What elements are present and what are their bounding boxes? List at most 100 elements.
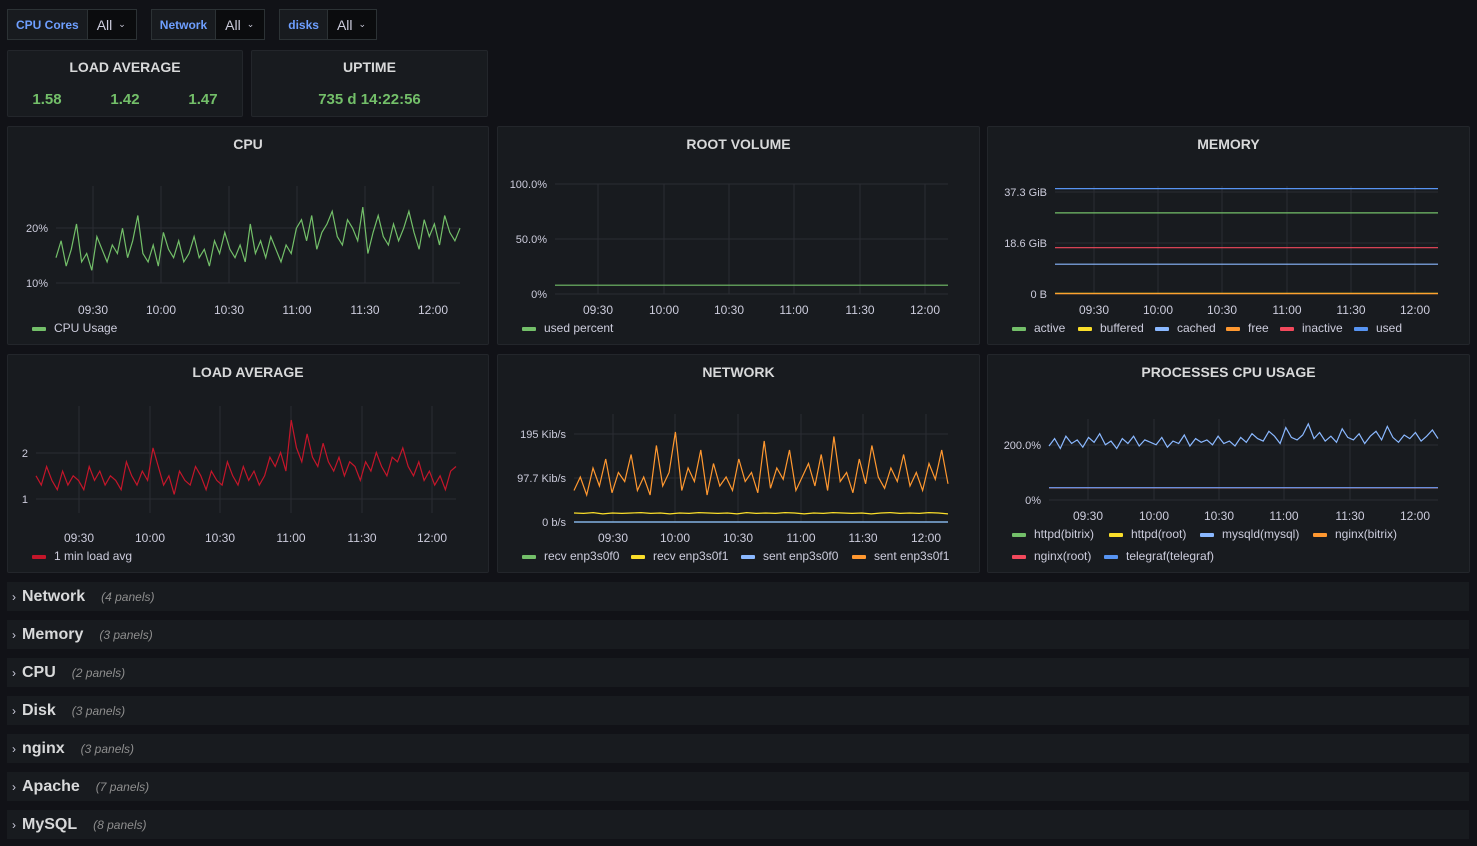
legend-item[interactable]: free — [1226, 321, 1269, 335]
row-disk[interactable]: › Disk (3 panels) — [7, 696, 1469, 725]
legend-item[interactable]: recv enp3s0f1 — [631, 549, 729, 563]
processes-cpu-usage-panel[interactable]: PROCESSES CPU USAGE 200.0% 0% 09:30 10:00 10:… — [987, 354, 1470, 573]
y-tick-label: 0 B — [1030, 289, 1047, 301]
x-tick-label: 12:00 — [910, 303, 940, 317]
legend-item[interactable]: 1 min load avg — [32, 549, 132, 563]
x-tick-label: 10:30 — [205, 531, 235, 545]
variable-select[interactable]: All ⌄ — [216, 9, 266, 40]
legend-swatch — [1354, 327, 1368, 331]
row-mysql[interactable]: › MySQL (8 panels) — [7, 810, 1469, 839]
row-title: MySQL — [22, 815, 78, 833]
stat-value: 735 d 14:22:56 — [318, 91, 421, 108]
legend-item[interactable]: used percent — [522, 321, 614, 335]
memory-chart: 37.3 GiB 18.6 GiB 0 B 09:30 10:00 10:30 11:00 1… — [1004, 186, 1438, 335]
x-tick-label: 09:30 — [1073, 509, 1103, 523]
legend-label: buffered — [1100, 321, 1144, 335]
panel-title: NETWORK — [702, 364, 775, 380]
network-panel[interactable]: NETWORK 195 Kib/s 97.7 Kib/s 0 b/s 09:30 10:0… — [497, 354, 980, 573]
legend-swatch — [631, 555, 645, 559]
legend-label: telegraf(telegraf) — [1126, 549, 1214, 563]
chevron-right-icon: › — [12, 741, 16, 756]
x-tick-label: 11:30 — [350, 303, 379, 317]
legend-item[interactable]: nginx(bitrix) — [1313, 527, 1397, 541]
row-apache[interactable]: › Apache (7 panels) — [7, 772, 1469, 801]
x-tick-label: 11:00 — [1272, 303, 1301, 317]
panel-title: LOAD AVERAGE — [69, 59, 181, 75]
cpu-panel[interactable]: CPU 20% 10% 09:30 10:00 10:30 11:00 11:30 12:00 C… — [7, 126, 489, 345]
row-nginx[interactable]: › nginx (3 panels) — [7, 734, 1469, 763]
legend-item[interactable]: recv enp3s0f0 — [522, 549, 620, 563]
variable-label: Network — [150, 9, 217, 40]
chevron-right-icon: › — [12, 627, 16, 642]
x-tick-label: 10:00 — [1139, 509, 1169, 523]
legend-item[interactable]: buffered — [1078, 321, 1144, 335]
series-line-recv-enp3s0f1 — [573, 511, 949, 515]
legend-item[interactable]: telegraf(telegraf) — [1104, 549, 1214, 563]
legend-label: inactive — [1302, 321, 1343, 335]
stat-value: 1.58 — [32, 91, 62, 108]
row-panel-count: (2 panels) — [71, 665, 126, 680]
stat-value: 1.47 — [188, 91, 218, 108]
legend-item[interactable]: used — [1354, 321, 1402, 335]
legend-label: httpd(bitrix) — [1034, 527, 1094, 541]
load_average-chart: 2 1 09:30 10:00 10:30 11:00 11:30 12:00 1 min lo… — [22, 406, 457, 563]
variable-disks: disks All ⌄ — [279, 9, 378, 40]
x-tick-label: 09:30 — [64, 531, 94, 545]
legend-item[interactable]: active — [1012, 321, 1066, 335]
stat-values: 1.58 1.42 1.47 — [8, 91, 242, 108]
uptime-stat-panel[interactable]: UPTIME 735 d 14:22:56 — [251, 50, 488, 117]
chevron-down-icon: ⌄ — [118, 19, 126, 29]
legend-label: cached — [1177, 321, 1216, 335]
row-memory[interactable]: › Memory (3 panels) — [7, 620, 1469, 649]
legend-item[interactable]: cached — [1155, 321, 1216, 335]
variable-cpu-cores: CPU Cores All ⌄ — [7, 9, 137, 40]
legend-item[interactable]: sent enp3s0f1 — [852, 549, 950, 563]
x-tick-label: 09:30 — [583, 303, 613, 317]
legend-swatch — [1012, 533, 1026, 537]
load-average-panel[interactable]: LOAD AVERAGE 2 1 09:30 10:00 10:30 11:00 11:30 1… — [7, 354, 489, 573]
legend-label: mysqld(mysql) — [1222, 527, 1299, 541]
legend-item[interactable]: httpd(root) — [1109, 527, 1186, 541]
x-tick-label: 10:30 — [714, 303, 744, 317]
legend-item[interactable]: sent enp3s0f0 — [741, 549, 839, 563]
variable-label: CPU Cores — [7, 9, 88, 40]
legend-item[interactable]: mysqld(mysql) — [1200, 527, 1299, 541]
x-tick-label: 10:30 — [1204, 509, 1234, 523]
x-tick-label: 11:30 — [1336, 303, 1365, 317]
legend-label: httpd(root) — [1131, 527, 1186, 541]
row-panel-count: (3 panels) — [71, 703, 126, 718]
root-volume-panel[interactable]: ROOT VOLUME 100.0% 50.0% 0% 09:30 10:00 10:30 1… — [497, 126, 980, 345]
x-tick-label: 09:30 — [78, 303, 108, 317]
legend-item[interactable]: nginx(root) — [1012, 549, 1091, 563]
cpu-chart: 20% 10% 09:30 10:00 10:30 11:00 11:30 12:00 CPU … — [26, 186, 461, 335]
y-tick-label: 100.0% — [510, 179, 548, 191]
legend-label: CPU Usage — [54, 321, 118, 335]
row-cpu[interactable]: › CPU (2 panels) — [7, 658, 1469, 687]
legend-item[interactable]: inactive — [1280, 321, 1343, 335]
x-tick-label: 11:00 — [779, 303, 808, 317]
variable-value: All — [96, 16, 113, 33]
x-tick-label: 09:30 — [598, 531, 628, 545]
memory-panel[interactable]: MEMORY 37.3 GiB 18.6 GiB 0 B 09:30 10:00 10:30… — [987, 126, 1470, 345]
legend-swatch — [1104, 555, 1118, 559]
chevron-right-icon: › — [12, 779, 16, 794]
legend-label: nginx(bitrix) — [1335, 527, 1397, 541]
x-tick-label: 11:30 — [845, 303, 874, 317]
legend-item[interactable]: CPU Usage — [32, 321, 118, 335]
legend-item[interactable]: httpd(bitrix) — [1012, 527, 1094, 541]
row-network[interactable]: › Network (4 panels) — [7, 582, 1469, 611]
y-tick-label: 37.3 GiB — [1004, 187, 1047, 199]
x-tick-label: 10:30 — [723, 531, 753, 545]
load-average-stat-panel[interactable]: LOAD AVERAGE 1.58 1.42 1.47 — [7, 50, 243, 117]
variable-select[interactable]: All ⌄ — [87, 9, 137, 40]
y-tick-label: 18.6 GiB — [1004, 238, 1047, 250]
legend-swatch — [1109, 533, 1123, 537]
x-tick-label: 11:30 — [848, 531, 877, 545]
x-tick-label: 10:30 — [214, 303, 244, 317]
row-title: Apache — [22, 777, 80, 795]
variable-value: All — [225, 16, 241, 33]
x-tick-label: 10:00 — [135, 531, 165, 545]
variable-select[interactable]: All ⌄ — [327, 9, 378, 40]
chevron-right-icon: › — [12, 817, 16, 832]
legend-swatch — [1078, 327, 1092, 331]
